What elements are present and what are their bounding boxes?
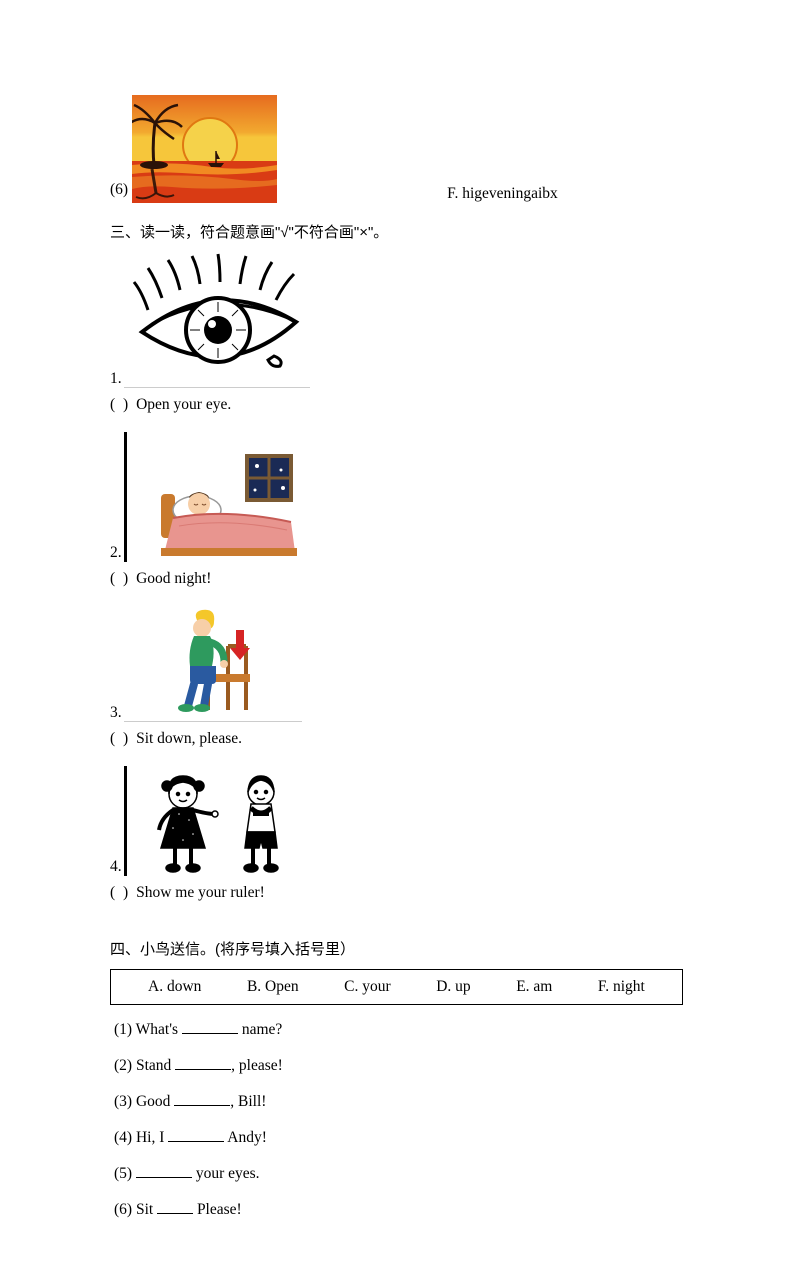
q3-item-1: 1.: [110, 252, 426, 414]
answer-bracket[interactable]: ( ): [110, 884, 136, 901]
q3-caption-1: ( ) Open your eye.: [110, 396, 426, 414]
q3-item-3: 3.: [110, 606, 426, 748]
q3-item-4: 4.: [110, 766, 426, 902]
q3-caption-4: ( ) Show me your ruler!: [110, 884, 426, 902]
q4-line-1: (1) What's name?: [114, 1019, 683, 1039]
option-d: D. up: [436, 978, 470, 996]
section-3-grid: 1.: [110, 252, 683, 920]
option-e: E. am: [516, 978, 552, 996]
q4-line-4: (4) Hi, I Andy!: [114, 1127, 683, 1147]
fill-blank[interactable]: [174, 1091, 230, 1106]
q3-caption-2: ( ) Good night!: [110, 570, 426, 588]
fill-blank[interactable]: [182, 1019, 238, 1034]
q4-line-5: (5) your eyes.: [114, 1163, 683, 1183]
fill-blank[interactable]: [168, 1127, 224, 1142]
option-a: A. down: [148, 978, 201, 996]
question-6-row: (6): [110, 95, 683, 203]
option-b: B. Open: [247, 978, 299, 996]
sunset-image: [132, 95, 277, 203]
q4-line-2: (2) Stand , please!: [114, 1055, 683, 1075]
fill-blank[interactable]: [136, 1163, 192, 1178]
q6-answer-text: F. higeveningaibx: [447, 185, 558, 203]
q6-number: (6): [110, 181, 132, 203]
sit-image: [124, 606, 302, 722]
q3-caption-3: ( ) Sit down, please.: [110, 730, 426, 748]
q3-item-2: 2.: [110, 432, 426, 588]
options-box: A. down B. Open C. your D. up E. am F. n…: [110, 969, 683, 1005]
sleep-image: [124, 432, 305, 562]
answer-bracket[interactable]: ( ): [110, 570, 136, 587]
section-4-lines: (1) What's name? (2) Stand , please! (3)…: [110, 1019, 683, 1219]
section-4-title: 四、小鸟送信。(将序号填入括号里）: [110, 938, 683, 959]
q4-line-6: (6) Sit Please!: [114, 1199, 683, 1219]
kids-image: [124, 766, 303, 876]
answer-bracket[interactable]: ( ): [110, 730, 136, 747]
q4-line-3: (3) Good , Bill!: [114, 1091, 683, 1111]
worksheet-page: (6): [0, 0, 793, 1275]
answer-bracket[interactable]: ( ): [110, 396, 136, 413]
fill-blank[interactable]: [175, 1055, 231, 1070]
section-3-title: 三、读一读，符合题意画"√"不符合画"×"。: [110, 221, 683, 242]
q3-num-2: 2.: [110, 544, 124, 562]
option-f: F. night: [598, 978, 645, 996]
q3-num-1: 1.: [110, 370, 124, 388]
option-c: C. your: [344, 978, 391, 996]
q3-num-3: 3.: [110, 704, 124, 722]
eye-image: [124, 252, 310, 388]
fill-blank[interactable]: [157, 1199, 193, 1214]
q3-num-4: 4.: [110, 858, 124, 876]
